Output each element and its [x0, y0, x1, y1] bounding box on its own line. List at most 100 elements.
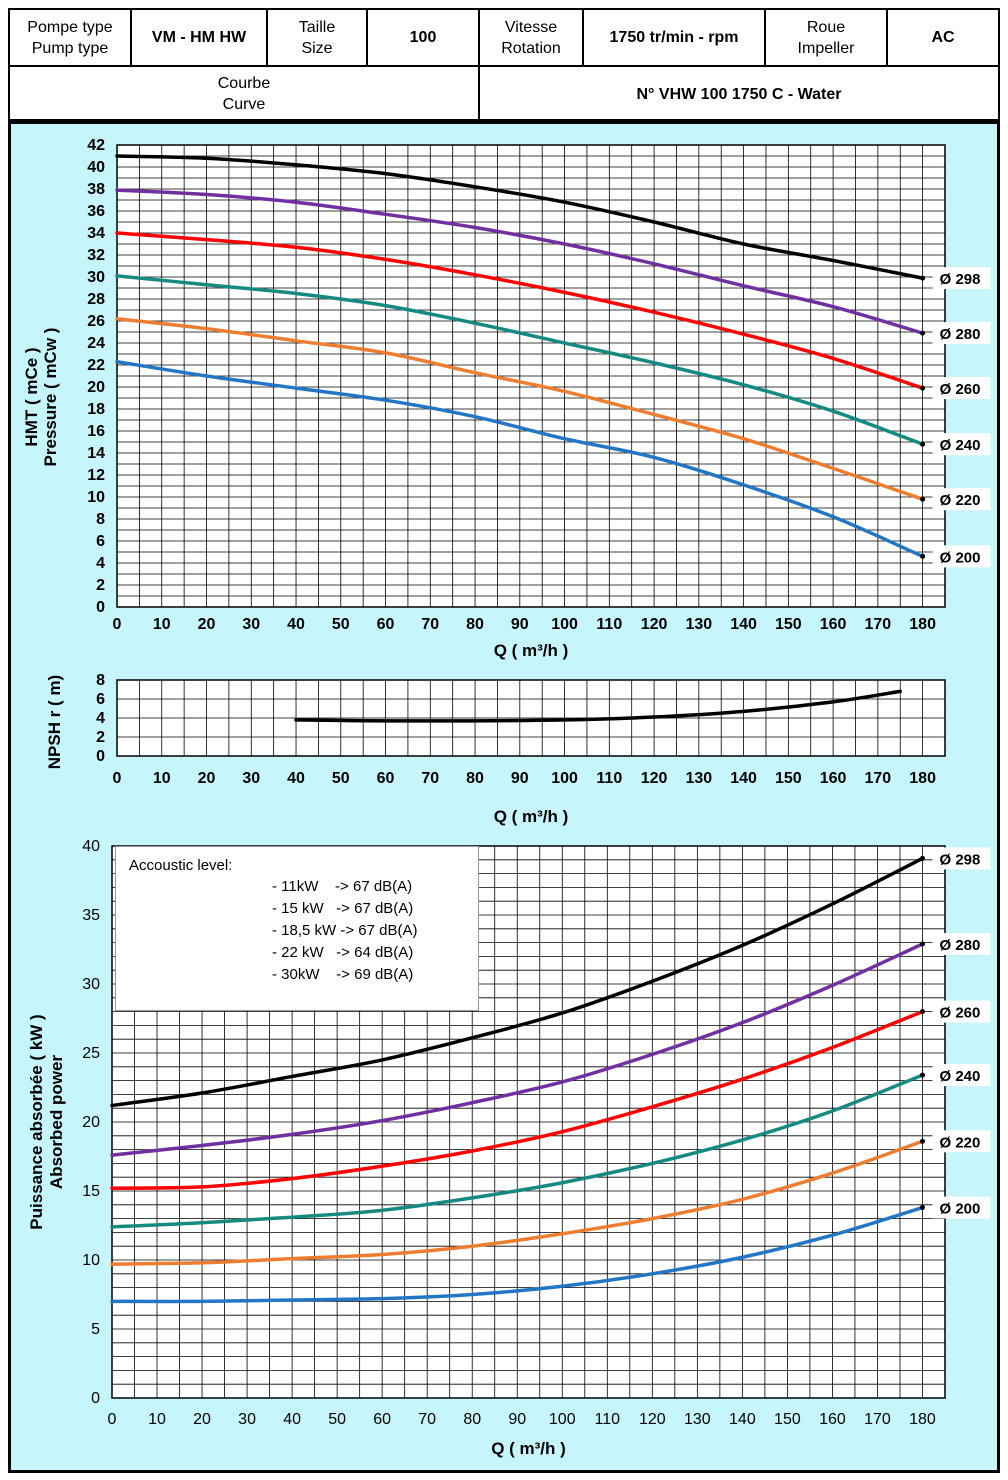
series-end-point [920, 385, 926, 391]
x-tick-label: 130 [685, 616, 712, 633]
speed-label: Vitesse Rotation [501, 18, 561, 57]
y-tick-label: 18 [87, 401, 105, 418]
y-tick-label: 10 [82, 1252, 100, 1269]
series-label: Ø 220 [939, 1134, 980, 1151]
series-label: Ø 280 [939, 937, 980, 954]
x-tick-label: 10 [153, 616, 171, 633]
x-tick-label: 110 [595, 1411, 621, 1428]
x-tick-label: 160 [820, 770, 847, 787]
y-tick-label: 40 [87, 159, 105, 176]
x-tick-label: 140 [730, 616, 757, 633]
y-tick-label: 6 [96, 533, 105, 550]
series-line [115, 317, 925, 501]
series-end-point [919, 1205, 925, 1211]
curve-number: N° VHW 100 1750 C - Water [636, 85, 842, 103]
series-label: Ø 220 [940, 492, 981, 509]
y-tick-label: 34 [87, 225, 105, 242]
series-label-bg [932, 545, 991, 568]
series-label-bg [932, 1130, 991, 1153]
y-axis-label: Puissance absorbée ( kW ) [27, 1014, 46, 1229]
series-label: Ø 298 [940, 271, 981, 288]
x-tick-label: 0 [113, 770, 122, 787]
x-tick-label: 30 [242, 616, 260, 633]
x-tick-label: 170 [864, 1411, 891, 1428]
x-tick-label: 180 [909, 616, 936, 633]
x-tick-label: 30 [242, 770, 260, 787]
x-tick-label: 20 [198, 770, 216, 787]
x-tick-label: 90 [508, 1411, 526, 1428]
series-label: Ø 200 [940, 549, 981, 566]
x-tick-label: 170 [865, 770, 892, 787]
x-tick-label: 20 [198, 616, 216, 633]
y-tick-label: 16 [87, 423, 105, 440]
pump-type-label: Pompe type Pump type [27, 18, 113, 57]
series-label-bg [932, 932, 991, 955]
y-tick-label: 0 [91, 1390, 100, 1407]
y-tick-label: 8 [96, 511, 105, 528]
chart-1 [115, 144, 991, 608]
x-tick-label: 20 [193, 1411, 211, 1428]
series-label: Ø 260 [939, 1005, 980, 1022]
x-tick-label: 60 [377, 770, 395, 787]
x-tick-label: 100 [551, 616, 578, 633]
series-end-point [920, 441, 926, 447]
y-tick-label: 10 [87, 489, 105, 506]
x-tick-label: 150 [775, 770, 802, 787]
y-tick-label: 20 [87, 379, 105, 396]
x-tick-label: 140 [730, 770, 757, 787]
y-tick-label: 2 [96, 729, 105, 746]
x-tick-label: 160 [819, 1411, 846, 1428]
plot-frame [111, 845, 946, 1399]
series-label-bg [932, 433, 991, 456]
y-tick-label: 32 [87, 247, 105, 264]
x-tick-label: 70 [418, 1411, 436, 1428]
pump-type-value: VM - HM HW [151, 29, 247, 46]
y-tick-label: 0 [96, 748, 105, 765]
x-tick-label: 40 [287, 616, 305, 633]
size-value: 100 [409, 29, 437, 46]
y-tick-label: 5 [91, 1321, 100, 1338]
acoustic-line: - 11kW -> 67 dB(A) [272, 878, 413, 895]
y-tick-label: 38 [87, 181, 105, 198]
x-tick-label: 70 [421, 616, 439, 633]
plot-frame [116, 679, 946, 757]
series-end-point [920, 275, 926, 281]
x-axis-label: Q ( m³/h ) [494, 641, 569, 660]
x-tick-label: 80 [466, 770, 484, 787]
x-tick-label: 30 [238, 1411, 256, 1428]
series-line [110, 1073, 925, 1229]
series-label-bg [932, 1064, 991, 1087]
y-tick-label: 4 [96, 710, 105, 727]
x-tick-label: 80 [466, 616, 484, 633]
acoustic-line: - 18,5 kW -> 67 dB(A) [272, 922, 418, 939]
series-end-point [920, 496, 926, 502]
acoustic-box: Accoustic level: - 11kW -> 67 dB(A) - 15… [115, 846, 479, 1011]
series-line [110, 942, 925, 1157]
y-tick-label: 25 [82, 1045, 100, 1062]
series-line [115, 274, 925, 446]
y-tick-label: 28 [87, 291, 105, 308]
y-tick-label: 42 [87, 137, 105, 154]
x-tick-label: 130 [684, 1411, 711, 1428]
x-tick-label: 150 [774, 1411, 801, 1428]
series-label-bg [932, 847, 991, 870]
y-tick-label: 0 [96, 599, 105, 616]
series-end-point [920, 553, 926, 559]
series-end-point [919, 1072, 925, 1078]
header-table: Pompe type Pump type VM - HM HW Taille S… [8, 8, 1000, 121]
y-axis-label: Absorbed power [47, 1055, 66, 1190]
series-line [115, 154, 925, 280]
y-tick-label: 26 [87, 313, 105, 330]
size-label: Taille Size [298, 18, 336, 57]
y-tick-label: 24 [87, 335, 105, 352]
series-end-point [920, 330, 926, 336]
impeller-value: AC [931, 29, 955, 46]
x-tick-label: 40 [287, 770, 305, 787]
x-tick-label: 70 [421, 770, 439, 787]
series-label: Ø 240 [940, 437, 981, 454]
x-tick-label: 110 [596, 616, 622, 633]
y-axis-label: Pressure ( mCw ) [41, 328, 60, 467]
y-tick-label: 4 [96, 555, 105, 572]
series-label: Ø 260 [940, 381, 981, 398]
series-label: Ø 298 [939, 851, 980, 868]
